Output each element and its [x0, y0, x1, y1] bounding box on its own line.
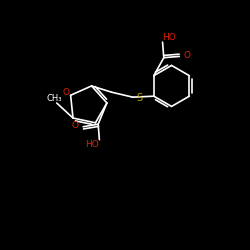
- Text: CH₃: CH₃: [46, 94, 62, 102]
- Text: O: O: [184, 51, 191, 60]
- Text: HO: HO: [162, 33, 176, 42]
- Text: O: O: [72, 121, 79, 130]
- Text: HO: HO: [85, 140, 99, 149]
- Text: O: O: [62, 88, 70, 97]
- Text: S: S: [136, 94, 143, 104]
